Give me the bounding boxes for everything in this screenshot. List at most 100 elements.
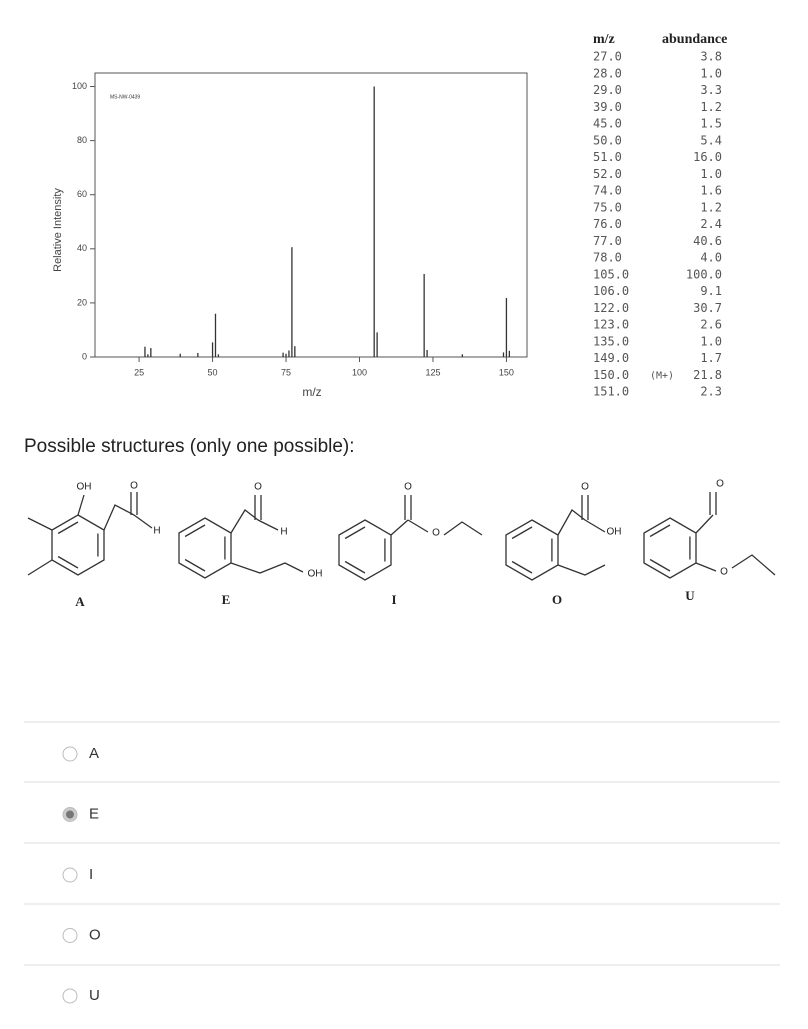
table-cell: 78.0 (593, 251, 622, 265)
table-cell: 1.0 (700, 334, 722, 348)
y-tick-label: 40 (77, 243, 87, 253)
table-header: abundance (662, 32, 727, 47)
table-cell: 3.8 (700, 50, 722, 64)
table-cell: 76.0 (593, 217, 622, 231)
table-cell: 105.0 (593, 267, 629, 281)
atom-label: O (432, 528, 440, 539)
radio[interactable] (62, 928, 78, 943)
table-cell: 2.4 (700, 217, 722, 231)
double-bond (649, 524, 671, 538)
option-label[interactable]: E (89, 805, 99, 822)
structure-label: O (552, 592, 562, 607)
radio[interactable] (62, 746, 78, 762)
y-axis-label: Relative Intensity (52, 188, 64, 272)
double-bond (344, 526, 366, 540)
table-cell: 2.6 (700, 318, 722, 332)
table-cell: 4.0 (700, 251, 722, 265)
table-cell: 51.0 (593, 150, 622, 164)
table-cell: 74.0 (593, 184, 622, 198)
table-cell: 1.2 (700, 200, 722, 214)
x-tick-label: 50 (208, 367, 218, 377)
benzene-ring (505, 519, 559, 581)
benzene-ring (643, 517, 697, 579)
double-bond (184, 524, 206, 538)
benzene-ring (51, 514, 105, 576)
double-bond (511, 560, 533, 574)
table-cell: 21.8 (693, 368, 722, 382)
radio[interactable] (62, 988, 78, 1004)
y-tick-label: 80 (77, 135, 87, 145)
atom-label: OH (77, 482, 92, 493)
table-cell: 50.0 (593, 133, 622, 147)
atom-label: O (581, 482, 589, 493)
atom-label: O (254, 482, 262, 493)
table-cell: 2.3 (700, 385, 722, 399)
x-tick-label: 150 (499, 367, 514, 377)
table-cell: 40.6 (693, 234, 722, 248)
table-cell: 75.0 (593, 200, 622, 214)
table-cell: 45.0 (593, 117, 622, 131)
atom-label: O (716, 479, 724, 490)
table-cell: 1.7 (700, 351, 722, 365)
table-cell: 122.0 (593, 301, 629, 315)
atom-label: OH (308, 569, 323, 580)
table-cell: 1.2 (700, 100, 722, 114)
atom-label: O (720, 567, 728, 578)
table-cell: 5.4 (700, 133, 722, 147)
table-header: m/z (593, 32, 615, 47)
plot-frame (94, 72, 528, 358)
option-label[interactable]: O (89, 926, 101, 943)
x-tick-label: 75 (281, 367, 291, 377)
atom-label: H (153, 526, 160, 537)
x-tick-label: 25 (134, 367, 144, 377)
table-cell: 16.0 (693, 150, 722, 164)
x-tick-label: 125 (425, 367, 440, 377)
y-tick-label: 60 (77, 189, 87, 199)
double-bond (511, 526, 533, 540)
table-cell: 77.0 (593, 234, 622, 248)
structure-label: E (222, 592, 231, 607)
table-cell: 1.5 (700, 117, 722, 131)
spectrum-tag: MS-NW-0439 (110, 94, 140, 100)
table-cell: 1.0 (700, 167, 722, 181)
benzene-ring (338, 519, 392, 581)
atom-label: H (280, 527, 287, 538)
radio-dot (66, 810, 74, 819)
table-cell: 123.0 (593, 318, 629, 332)
double-bond (184, 558, 206, 572)
atom-label: O (130, 481, 138, 492)
table-cell: 9.1 (700, 284, 722, 298)
table-cell: 30.7 (693, 301, 722, 315)
structure-label: U (685, 588, 695, 603)
option-label[interactable]: A (89, 745, 99, 762)
table-cell: 150.0 (593, 368, 629, 382)
table-cell: 39.0 (593, 100, 622, 114)
option-label[interactable]: I (89, 866, 93, 883)
y-tick-label: 100 (72, 81, 87, 91)
structure-label: I (391, 592, 396, 607)
option-label[interactable]: U (89, 987, 100, 1004)
table-cell: 52.0 (593, 167, 622, 181)
table-cell: 106.0 (593, 284, 629, 298)
x-tick-label: 100 (352, 367, 367, 377)
table-cell: 151.0 (593, 385, 629, 399)
atom-label: OH (607, 527, 622, 538)
double-bond (57, 521, 79, 535)
table-cell: 100.0 (686, 267, 722, 281)
structure-label: A (75, 594, 85, 609)
atom-label: O (404, 482, 412, 493)
double-bond (649, 558, 671, 572)
table-note: (M+) (650, 370, 674, 381)
x-axis-label: m/z (302, 385, 321, 399)
y-tick-label: 0 (82, 351, 87, 361)
double-bond (57, 555, 79, 569)
radio[interactable] (62, 867, 78, 883)
table-cell: 3.3 (700, 83, 722, 97)
question: Possible structures (only one possible): (24, 436, 355, 457)
table-cell: 135.0 (593, 334, 629, 348)
table-cell: 28.0 (593, 66, 622, 80)
table-cell: 1.6 (700, 184, 722, 198)
structures: OH O H O H OH O O O OH O O A E I O U (27, 479, 776, 609)
